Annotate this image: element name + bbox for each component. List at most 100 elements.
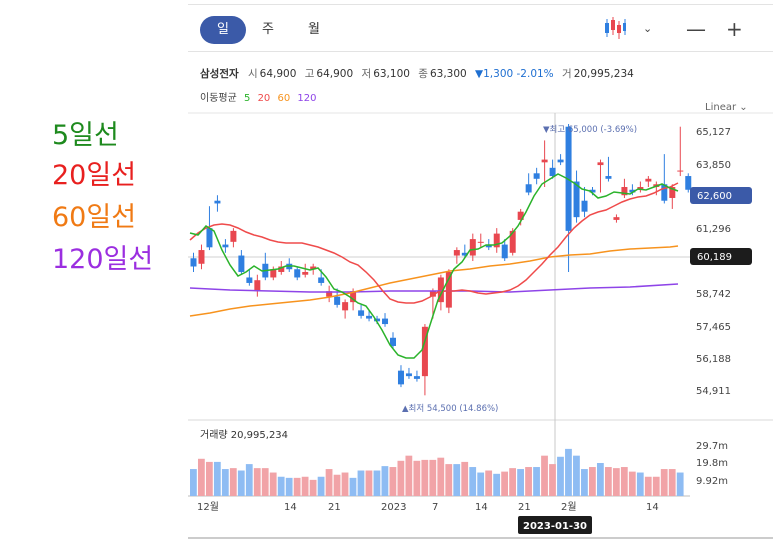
volume-bar[interactable] bbox=[493, 473, 501, 496]
zoom-in-button[interactable]: + bbox=[726, 17, 743, 41]
candle-body[interactable] bbox=[485, 244, 492, 248]
volume-bar[interactable] bbox=[413, 460, 421, 496]
candle-body[interactable] bbox=[597, 162, 604, 166]
candle-body[interactable] bbox=[517, 211, 524, 220]
scale-selector[interactable]: Linear ⌄ bbox=[705, 102, 748, 113]
volume-bar[interactable] bbox=[317, 476, 325, 496]
volume-bar[interactable] bbox=[652, 476, 660, 496]
volume-bar[interactable] bbox=[301, 476, 309, 496]
volume-bar[interactable] bbox=[197, 458, 205, 496]
candle-body[interactable] bbox=[310, 266, 317, 270]
candle-body[interactable] bbox=[445, 271, 452, 308]
volume-bar[interactable] bbox=[445, 464, 453, 496]
candle-body[interactable] bbox=[206, 228, 213, 248]
volume-bar[interactable] bbox=[557, 456, 564, 496]
volume-bar[interactable] bbox=[525, 467, 532, 496]
volume-bar[interactable] bbox=[349, 477, 357, 496]
candle-body[interactable] bbox=[358, 310, 365, 316]
candle-body[interactable] bbox=[230, 230, 237, 242]
volume-bar[interactable] bbox=[365, 470, 373, 496]
volume-bar[interactable] bbox=[660, 469, 668, 496]
candle-body[interactable] bbox=[461, 252, 468, 256]
candle-body[interactable] bbox=[437, 277, 444, 303]
candle-body[interactable] bbox=[326, 291, 333, 297]
candle-body[interactable] bbox=[254, 280, 261, 292]
volume-bar[interactable] bbox=[325, 469, 333, 496]
candle-body[interactable] bbox=[533, 173, 540, 179]
volume-bar[interactable] bbox=[261, 468, 269, 496]
volume-bar[interactable] bbox=[245, 464, 253, 496]
candle-body[interactable] bbox=[246, 277, 253, 283]
tab-monthly[interactable]: 월 bbox=[308, 22, 320, 37]
candle-body[interactable] bbox=[469, 239, 476, 256]
candle-body[interactable] bbox=[629, 189, 636, 193]
candle-body[interactable] bbox=[374, 318, 381, 322]
candle-body[interactable] bbox=[589, 189, 596, 193]
candle-body[interactable] bbox=[453, 250, 460, 256]
candle-body[interactable] bbox=[509, 230, 516, 253]
volume-bar[interactable] bbox=[541, 455, 548, 496]
candle-body[interactable] bbox=[350, 291, 357, 303]
candle-body[interactable] bbox=[541, 159, 548, 163]
candle-body[interactable] bbox=[613, 217, 620, 220]
candle-body[interactable] bbox=[493, 233, 500, 248]
volume-bar[interactable] bbox=[596, 463, 604, 496]
volume-bar[interactable] bbox=[309, 479, 317, 496]
volume-bar[interactable] bbox=[517, 469, 524, 496]
volume-bar[interactable] bbox=[636, 472, 644, 496]
tab-weekly[interactable]: 주 bbox=[262, 22, 274, 37]
volume-bar[interactable] bbox=[357, 470, 365, 496]
volume-bar[interactable] bbox=[581, 469, 588, 496]
candle-body[interactable] bbox=[302, 271, 309, 275]
volume-bar[interactable] bbox=[533, 467, 540, 496]
candle-body[interactable] bbox=[222, 244, 229, 248]
volume-bar[interactable] bbox=[285, 477, 293, 496]
volume-bar[interactable] bbox=[549, 464, 556, 496]
volume-bar[interactable] bbox=[397, 460, 405, 496]
volume-bar[interactable] bbox=[429, 459, 437, 496]
candle-body[interactable] bbox=[342, 302, 349, 311]
zoom-out-button[interactable]: — bbox=[686, 17, 706, 41]
candle-body[interactable] bbox=[270, 269, 277, 278]
volume-bar[interactable] bbox=[509, 468, 516, 496]
candle-body[interactable] bbox=[581, 200, 588, 212]
volume-bar[interactable] bbox=[221, 469, 229, 496]
volume-bar[interactable] bbox=[421, 459, 429, 496]
candle-body[interactable] bbox=[405, 373, 412, 377]
volume-bar[interactable] bbox=[237, 470, 245, 496]
candle-body[interactable] bbox=[637, 187, 644, 190]
volume-bar[interactable] bbox=[668, 469, 676, 496]
candle-body[interactable] bbox=[685, 176, 692, 190]
candle-body[interactable] bbox=[413, 376, 420, 379]
volume-bar[interactable] bbox=[293, 477, 301, 496]
volume-bar[interactable] bbox=[381, 466, 389, 496]
candle-body[interactable] bbox=[190, 258, 197, 267]
candle-body[interactable] bbox=[669, 187, 676, 198]
volume-bar[interactable] bbox=[485, 470, 493, 496]
volume-bar[interactable] bbox=[205, 461, 213, 496]
volume-bar[interactable] bbox=[277, 476, 285, 496]
candle-body[interactable] bbox=[477, 241, 484, 243]
volume-bar[interactable] bbox=[589, 467, 596, 496]
volume-bar[interactable] bbox=[453, 464, 461, 496]
volume-bar[interactable] bbox=[676, 472, 684, 496]
candle-body[interactable] bbox=[525, 184, 532, 193]
volume-bar[interactable] bbox=[469, 467, 477, 496]
candle-body[interactable] bbox=[605, 176, 612, 179]
candle-body[interactable] bbox=[366, 315, 373, 319]
candle-body[interactable] bbox=[397, 370, 404, 385]
volume-bar[interactable] bbox=[612, 468, 620, 496]
tab-daily[interactable]: 일 bbox=[200, 16, 246, 44]
volume-bar[interactable] bbox=[389, 467, 397, 496]
volume-bar[interactable] bbox=[253, 468, 261, 496]
volume-bar[interactable] bbox=[190, 469, 197, 496]
candle-body[interactable] bbox=[573, 181, 580, 218]
candle-body[interactable] bbox=[677, 170, 684, 172]
candlestick-icon[interactable] bbox=[603, 15, 627, 48]
volume-bar[interactable] bbox=[501, 471, 509, 496]
volume-bar[interactable] bbox=[620, 467, 628, 496]
volume-bar[interactable] bbox=[373, 470, 381, 496]
candle-body[interactable] bbox=[198, 250, 205, 264]
candle-body[interactable] bbox=[334, 296, 341, 305]
